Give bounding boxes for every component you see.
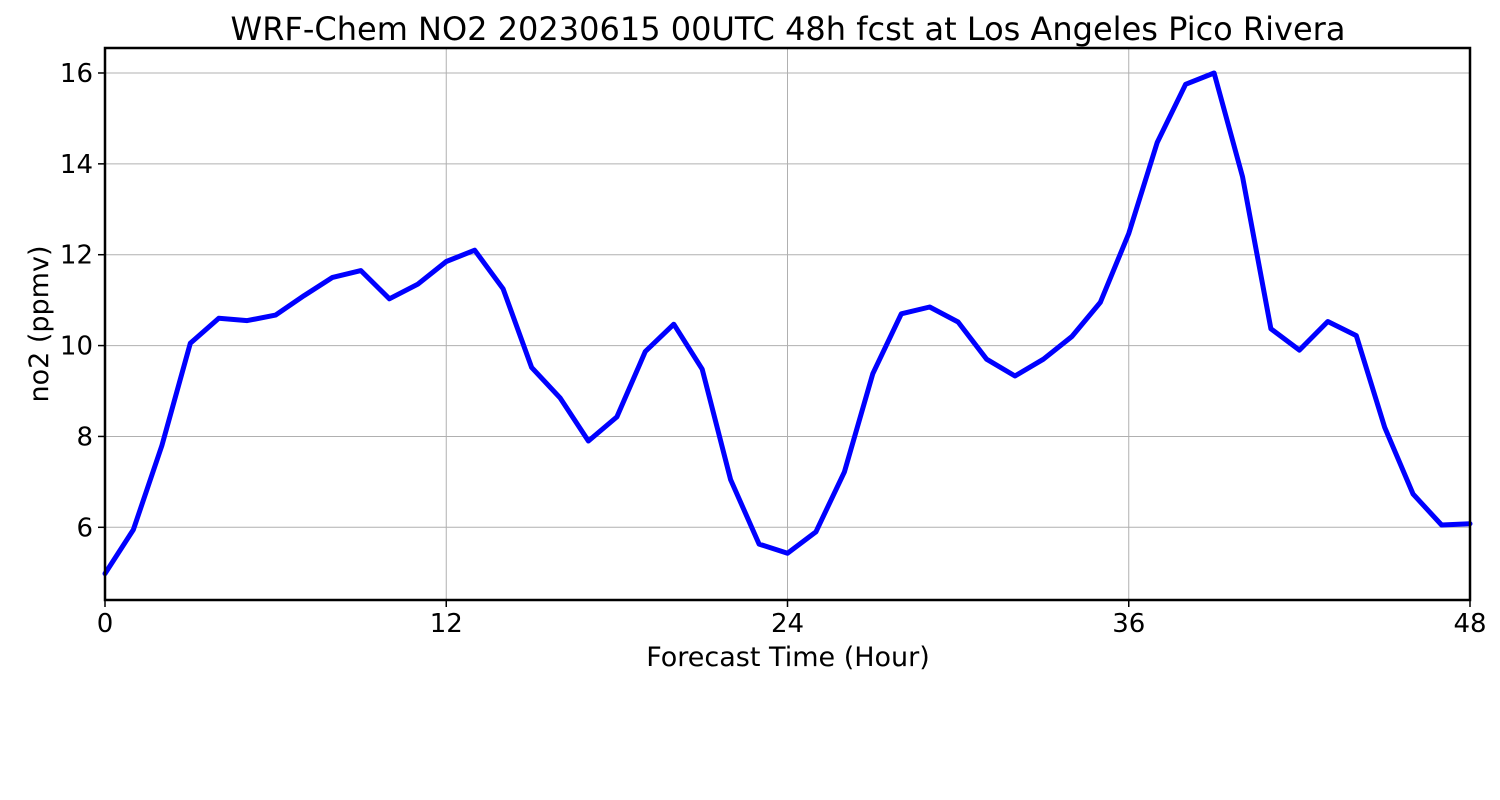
- y-tick-label: 16: [60, 59, 93, 89]
- series-line-no2: [102, 70, 1473, 577]
- y-axis-label: no2 (ppmv): [24, 245, 55, 402]
- y-tick-label: 6: [76, 513, 93, 543]
- x-tick-label: 12: [430, 609, 463, 639]
- x-axis-label: Forecast Time (Hour): [646, 642, 930, 673]
- x-tick-label: 48: [1453, 609, 1486, 639]
- y-tick-label: 14: [60, 150, 93, 180]
- grid-lines: [104, 48, 1471, 600]
- y-tick-label: 10: [60, 332, 93, 362]
- y-tick-label: 12: [60, 241, 93, 271]
- axis-ticks: 0 12 24 36 48 6 8 10 12 14 16: [60, 59, 1487, 639]
- y-tick-label: 8: [76, 422, 93, 452]
- x-tick-label: 36: [1112, 609, 1145, 639]
- chart-title: WRF-Chem NO2 20230615 00UTC 48h fcst at …: [231, 10, 1346, 48]
- x-tick-label: 24: [771, 609, 804, 639]
- x-tick-label: 0: [97, 609, 114, 639]
